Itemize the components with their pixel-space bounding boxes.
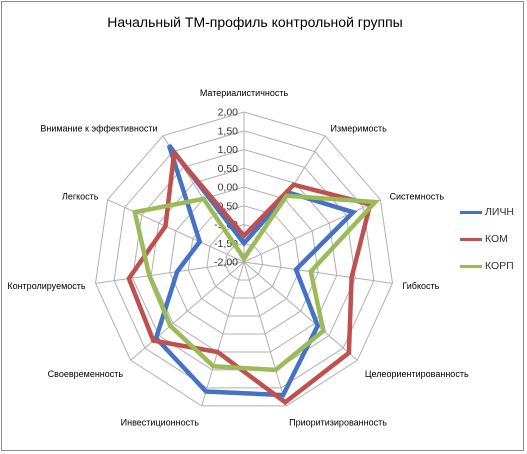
category-label: Приоритизированность [289, 418, 387, 428]
category-label: Материалистичность [200, 88, 289, 98]
series-line [153, 143, 358, 398]
grid-ring [224, 242, 264, 281]
grid-spoke [107, 199, 245, 263]
category-label: Контролируемость [7, 281, 86, 291]
category-label: Измеримость [331, 123, 388, 133]
grid-spoke [243, 261, 393, 284]
grid-spoke [243, 199, 381, 263]
grid-spoke [243, 261, 358, 361]
grid-spoke [95, 261, 245, 284]
chart-title: Начальный ТМ-профиль контрольной группы [107, 14, 403, 30]
legend-label: КОРП [485, 260, 514, 272]
legend-swatch [460, 238, 482, 241]
legend-swatch [460, 265, 482, 268]
radial-tick-label: 0,50 [218, 163, 239, 175]
category-label: Гибкость [402, 281, 439, 291]
category-label: Легкость [62, 192, 99, 202]
radial-tick-label: 0,00 [218, 182, 239, 194]
grid-spoke [243, 261, 287, 407]
legend-label: КОМ [485, 233, 508, 245]
category-label: Своевременность [48, 369, 124, 379]
series-line [126, 147, 373, 406]
radial-tick-label: 2,00 [218, 107, 239, 119]
radial-tick-label: 1,50 [218, 125, 239, 137]
legend-label: ЛИЧН [485, 206, 515, 218]
legend-item: КОМ [460, 232, 524, 248]
grid-ring [206, 223, 282, 299]
radial-tick-label: -2,00 [214, 257, 238, 269]
category-label: Целеориентированность [365, 369, 469, 379]
legend-item: ЛИЧН [460, 205, 524, 221]
grid-ring [169, 186, 319, 335]
grid-spoke [130, 261, 245, 361]
category-label: Инвестиционность [121, 418, 200, 428]
series-lines [126, 143, 381, 406]
radial-tick-label: 1,00 [218, 144, 239, 156]
category-labels: Материалистичность Измеримость Системность… [7, 88, 469, 428]
legend-item: КОРП [460, 259, 524, 275]
legend-swatch [460, 211, 482, 214]
category-label: Системность [390, 192, 445, 202]
category-label: Внимание к эффективности [40, 123, 157, 133]
series-line [132, 193, 381, 373]
grid-ring [94, 111, 394, 407]
grid-ring [113, 130, 375, 389]
grid-spoke [201, 261, 245, 407]
